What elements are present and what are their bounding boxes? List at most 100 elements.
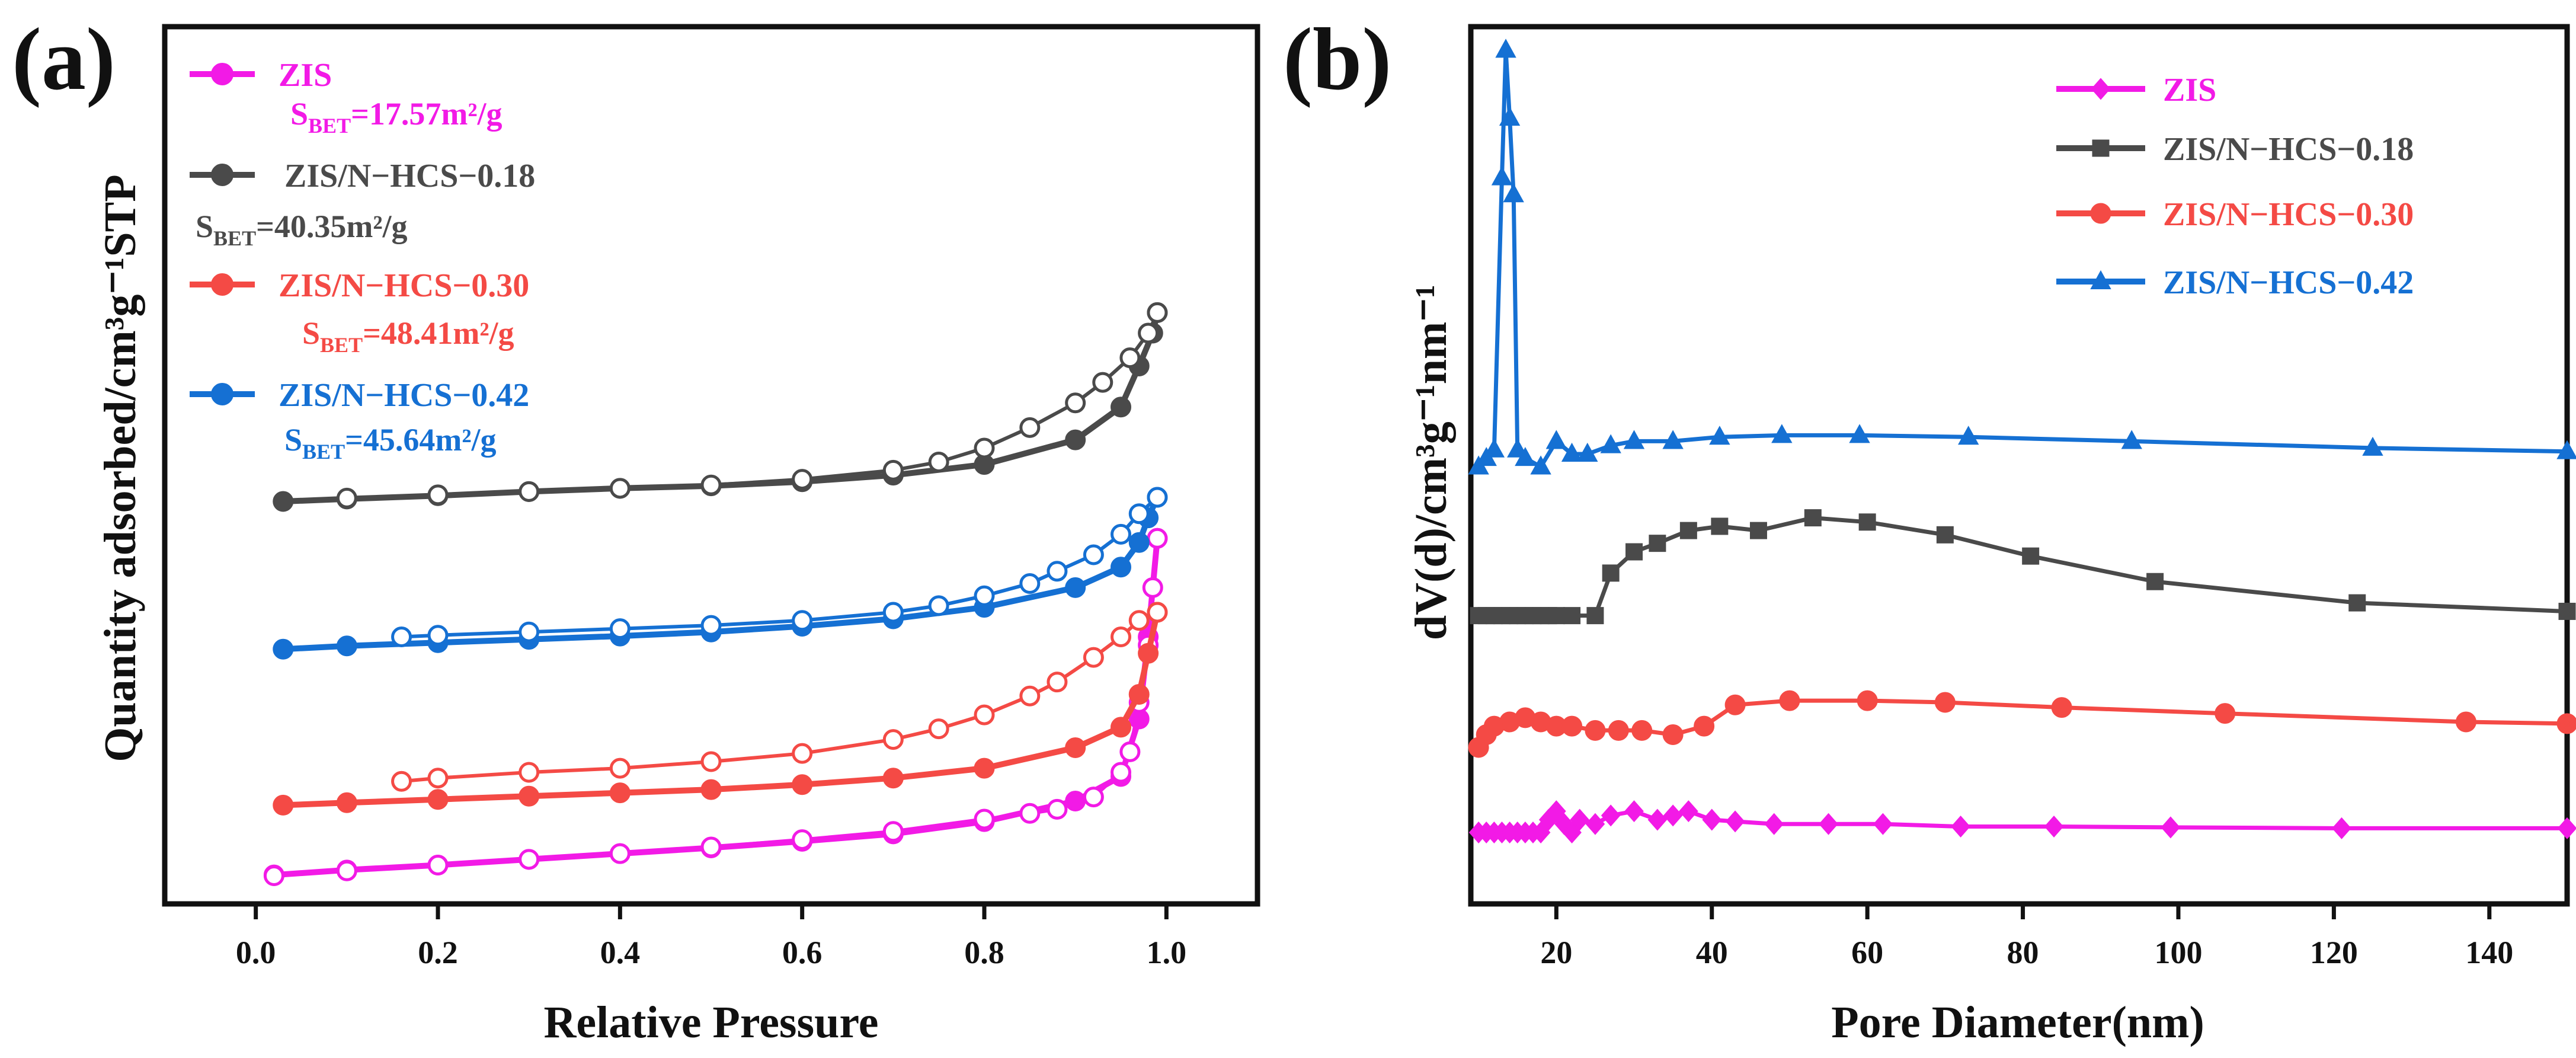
panel-a-x-tick-label: 0.2 — [418, 935, 458, 970]
zis-n-hcs-0-42-point — [1849, 424, 1870, 443]
zis-n-hcs-0-42-desorption-point — [1083, 544, 1104, 565]
panel-a-plot-area — [263, 302, 1168, 887]
zis-n-hcs-0-18-point — [2146, 573, 2164, 590]
zis-n-hcs-0-42-point — [2556, 440, 2576, 459]
zis-n-hcs-0-30-desorption-point — [882, 729, 904, 750]
zis-n-hcs-0-30-desorption-point — [1111, 627, 1131, 647]
legend-zis-bet: SBET=17.57m²/g — [290, 96, 503, 138]
legend-zis-n-hcs-0-42-marker — [211, 383, 233, 405]
zis-n-hcs-0-30-adsorption-point — [336, 792, 357, 813]
zis-n-hcs-0-18-desorption-point — [882, 459, 904, 481]
panel-b-frame — [1468, 24, 2570, 907]
zis-n-hcs-0-30-point — [2215, 703, 2236, 724]
zis-desorption-point — [1047, 798, 1068, 820]
series-zis-n-hcs-0-30 — [273, 602, 1168, 816]
legend-zis-n-hcs-0-42-label: ZIS/N−HCS−0.42 — [2163, 264, 2414, 301]
zis-n-hcs-0-30-desorption-point — [1047, 672, 1068, 693]
legend-zis-n-hcs-0-18-marker — [211, 164, 233, 186]
zis-n-hcs-0-18-desorption-point — [1092, 372, 1113, 393]
zis-n-hcs-0-42-desorption-point — [1128, 503, 1150, 525]
zis-n-hcs-0-18-desorption-point — [1019, 417, 1041, 438]
zis-point — [1570, 808, 1590, 831]
zis-n-hcs-0-30-point — [1934, 692, 1956, 713]
legend-zis-marker — [2091, 78, 2111, 100]
zis-point — [2161, 816, 2181, 839]
zis-n-hcs-0-42-adsorption-point — [273, 638, 294, 660]
zis-desorption-point — [1111, 762, 1131, 783]
zis-n-hcs-0-30-point — [1561, 715, 1583, 737]
zis-point — [1562, 822, 1582, 844]
zis-desorption-point — [792, 829, 813, 851]
zis-n-hcs-0-42-desorption-point — [1147, 487, 1168, 508]
zis-n-hcs-0-30-desorption-point — [1083, 647, 1104, 668]
zis-desorption-point — [1147, 528, 1168, 549]
zis-n-hcs-0-30-desorption-point — [1147, 602, 1168, 623]
zis-point — [1531, 822, 1551, 844]
legend-zis-n-hcs-0-18-label: ZIS/N−HCS−0.18 — [284, 158, 535, 194]
zis-n-hcs-0-42-adsorption-point — [1065, 577, 1086, 598]
panel-a-frame — [162, 24, 1260, 907]
zis-n-hcs-0-42-desorption-point — [882, 602, 904, 623]
zis-n-hcs-0-30-adsorption-point — [1128, 683, 1150, 705]
zis-n-hcs-0-30-adsorption-point — [974, 757, 995, 779]
zis-point — [2557, 817, 2576, 839]
zis-n-hcs-0-42-point — [1545, 430, 1567, 449]
zis-n-hcs-0-42-point — [1600, 434, 1621, 453]
zis-n-hcs-0-18-point — [1625, 543, 1643, 561]
zis-n-hcs-0-42-point — [1709, 426, 1730, 445]
panel-b-x-axis: 20 40 60 80 100 120 140 — [1540, 904, 2513, 970]
zis-n-hcs-0-30-point — [1662, 724, 1684, 746]
zis-n-hcs-0-30-adsorption-point — [700, 779, 722, 800]
zis-n-hcs-0-42-adsorption-point — [1128, 532, 1150, 553]
zis-n-hcs-0-18-adsorption-point — [1065, 429, 1086, 450]
zis-point — [1819, 813, 1838, 835]
panel-b-x-axis-title: Pore Diameter(nm) — [1831, 998, 2204, 1047]
zis-n-hcs-0-18-adsorption-point — [273, 491, 294, 512]
zis-n-hcs-0-42-desorption-point — [792, 610, 813, 631]
panel-b-x-tick-label: 80 — [2007, 935, 2039, 970]
panel-a-x-axis: 0.0 0.2 0.4 0.6 0.8 1.0 — [236, 904, 1186, 970]
panel-a-x-tick-label: 0.8 — [964, 935, 1004, 970]
zis-point — [1679, 800, 1698, 823]
zis-n-hcs-0-30-adsorption-point — [1111, 717, 1131, 738]
panel-a-x-axis-title: Relative Pressure — [544, 998, 879, 1047]
series-zis — [1468, 800, 2576, 844]
legend-zis-n-hcs-0-18-label: ZIS/N−HCS−0.18 — [2163, 131, 2414, 168]
series-zis-n-hcs-0-30 — [1468, 690, 2576, 758]
zis-point — [1601, 804, 1621, 827]
panel-b-y-axis-title: dV(d)/cm³g⁻¹nm⁻¹ — [1406, 285, 1456, 640]
zis-n-hcs-0-42-point — [2362, 436, 2383, 456]
series-zis-n-hcs-0-42 — [273, 487, 1168, 660]
zis-desorption-point — [1083, 787, 1104, 808]
panel-b-label: (b) — [1283, 10, 1391, 108]
zis-n-hcs-0-42-point — [1662, 430, 1684, 449]
zis-point — [1546, 800, 1566, 823]
zis-n-hcs-0-42-point — [2121, 430, 2142, 449]
zis-n-hcs-0-18-point — [1749, 522, 1767, 539]
panel-b-x-tick-label: 20 — [1540, 935, 1572, 970]
zis-point — [1951, 815, 1970, 838]
zis-desorption-point — [1019, 803, 1041, 824]
zis-point — [1702, 808, 1722, 831]
zis-n-hcs-0-30-point — [2455, 711, 2476, 733]
zis-n-hcs-0-42-point — [1483, 438, 1505, 458]
zis-n-hcs-0-18-desorption-point — [974, 437, 995, 459]
zis-line — [1479, 807, 2567, 836]
panel-b-legend: ZIS ZIS/N−HCS−0.18 ZIS/N−HCS−0.30 ZIS/N−HCS… — [2056, 72, 2414, 301]
zis-desorption-point — [700, 836, 722, 858]
zis-n-hcs-0-42-desorption-point — [427, 625, 449, 646]
zis-n-hcs-0-18-point — [1586, 607, 1604, 625]
zis-n-hcs-0-18-desorption-point — [609, 478, 631, 499]
legend-zis-n-hcs-0-30-marker — [2090, 203, 2111, 224]
zis-n-hcs-0-42-desorption-point — [928, 595, 949, 616]
zis-point — [1647, 808, 1668, 831]
zis-desorption-point — [427, 855, 449, 876]
zis-point — [2044, 815, 2064, 838]
legend-zis-n-hcs-0-42-bet: SBET=45.64m²/g — [284, 422, 497, 464]
zis-n-hcs-0-18-desorption-point — [427, 484, 449, 506]
zis-n-hcs-0-30-desorption-point — [1128, 610, 1150, 631]
zis-n-hcs-0-30-desorption-point — [427, 768, 449, 789]
panel-a-x-tick-label: 0.0 — [236, 935, 276, 970]
zis-point — [1873, 813, 1893, 835]
zis-point — [1624, 800, 1644, 823]
